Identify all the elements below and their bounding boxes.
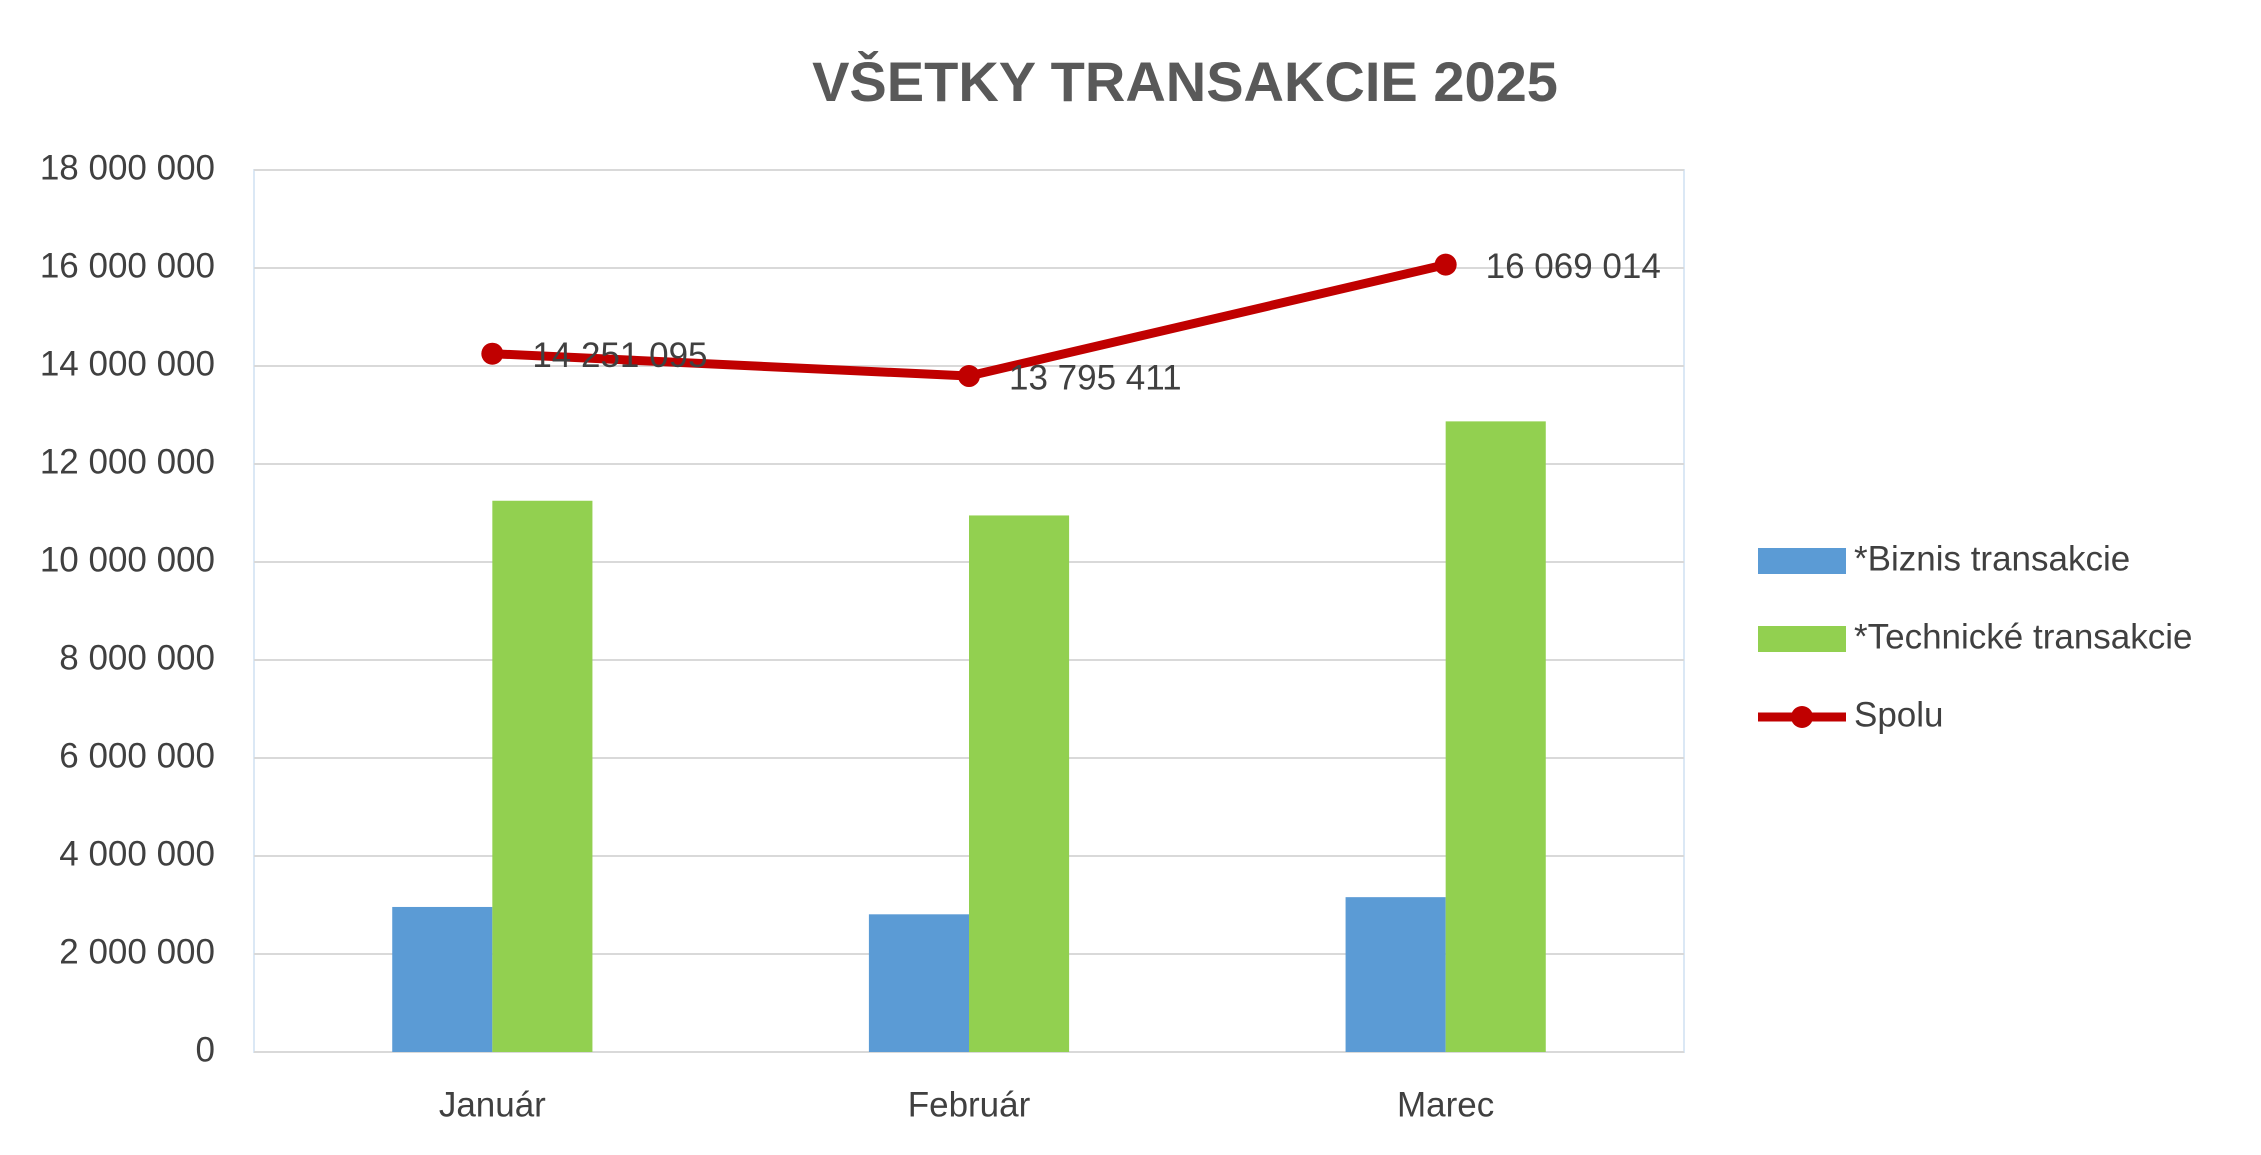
legend-label: Spolu — [1854, 695, 1944, 734]
bar — [392, 906, 493, 1052]
legend-swatch — [1758, 548, 1846, 574]
data-label: 14 251 095 — [532, 336, 707, 375]
bar — [492, 500, 593, 1052]
bar — [868, 914, 969, 1052]
x-tick-label: Január — [439, 1085, 546, 1124]
y-tick-label: 8 000 000 — [59, 638, 215, 677]
data-label: 13 795 411 — [1009, 358, 1182, 397]
x-tick-label: Február — [908, 1085, 1031, 1124]
bar — [1445, 421, 1546, 1052]
bar — [1345, 897, 1446, 1052]
x-tick-label: Marec — [1397, 1085, 1494, 1124]
y-tick-label: 0 — [196, 1030, 215, 1069]
data-label: 16 069 014 — [1486, 247, 1661, 286]
line-marker — [1434, 253, 1457, 276]
y-tick-label: 2 000 000 — [59, 932, 215, 971]
line-marker — [958, 365, 980, 388]
y-tick-label: 10 000 000 — [40, 540, 215, 579]
legend-label: *Biznis transakcie — [1854, 539, 2130, 578]
legend-swatch — [1758, 626, 1846, 652]
y-tick-label: 6 000 000 — [59, 736, 215, 775]
legend-marker — [1791, 706, 1813, 728]
y-tick-label: 18 000 000 — [40, 148, 215, 187]
legend-label: *Technické transakcie — [1854, 617, 2193, 656]
y-tick-label: 12 000 000 — [40, 442, 215, 481]
y-tick-label: 16 000 000 — [40, 246, 215, 285]
y-tick-label: 4 000 000 — [59, 834, 215, 873]
line-marker — [481, 342, 504, 365]
chart-title: VŠETKY TRANSAKCIE 2025 — [812, 50, 1558, 113]
y-tick-label: 14 000 000 — [40, 344, 215, 383]
bar — [969, 515, 1070, 1052]
